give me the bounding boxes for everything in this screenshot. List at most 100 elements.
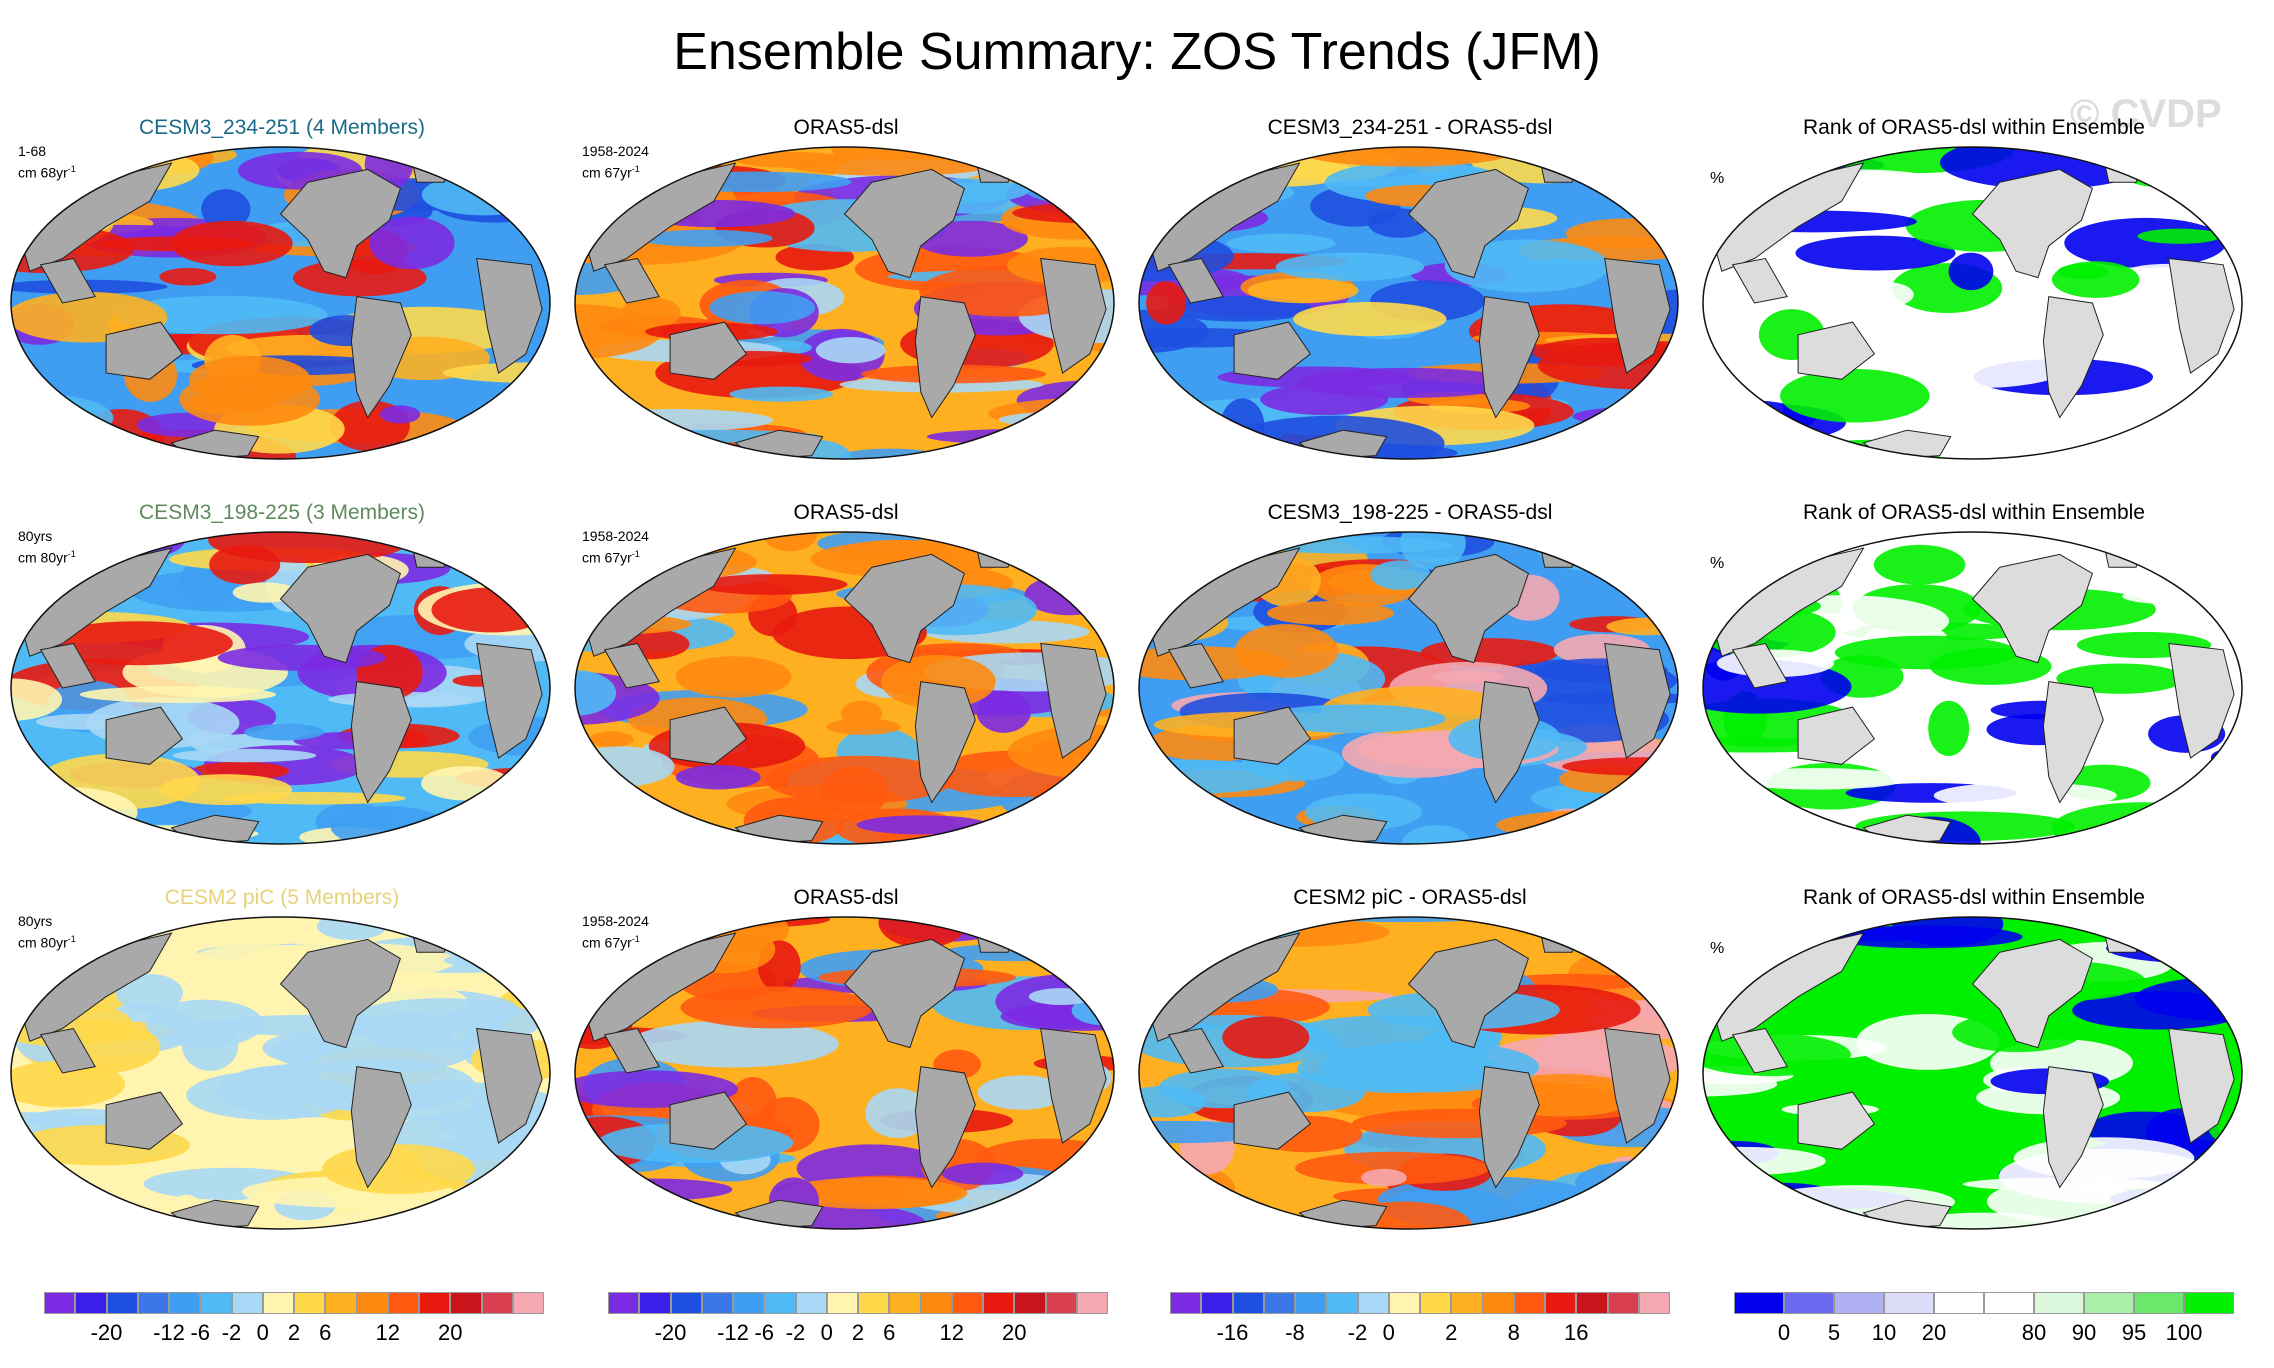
colorbar-swatch xyxy=(1734,1292,1784,1314)
colorbar-tick-label: -8 xyxy=(1285,1320,1305,1345)
panel-title: ORAS5-dsl xyxy=(793,501,899,524)
period-label: 1958-2024 xyxy=(582,528,649,544)
panel-title: CESM3_234-251 - ORAS5-dsl xyxy=(1267,116,1553,139)
map-obs xyxy=(574,916,1115,1230)
colorbar-tick-label: 12 xyxy=(375,1320,400,1345)
colorbar-tick-label: 2 xyxy=(287,1320,301,1345)
world-map xyxy=(572,144,1117,467)
colorbar-swatch xyxy=(262,1292,294,1314)
colorbar-swatch xyxy=(106,1292,138,1314)
diff-colorbar: -16 -8 -2 0 2 8 16 xyxy=(1170,1292,1670,1362)
panel-period: % xyxy=(1710,555,1724,573)
colorbar-swatch xyxy=(1263,1292,1295,1314)
colorbar-swatch xyxy=(169,1292,201,1314)
period-label: 1958-2024 xyxy=(582,143,649,159)
colorbar-tick-label: -16 xyxy=(1216,1320,1249,1345)
map-model_light xyxy=(10,531,551,845)
colorbar-tick-label: -12 xyxy=(153,1320,185,1345)
colorbar-tick-label: 5 xyxy=(1827,1320,1841,1345)
world-map xyxy=(1700,144,2245,467)
colorbar-tick-label: 0 xyxy=(1777,1320,1791,1345)
colorbar-tick-label: 20 xyxy=(438,1320,463,1345)
panel-title: CESM2 piC (5 Members) xyxy=(164,886,400,909)
colorbar-swatch xyxy=(2134,1292,2184,1314)
period-label: % xyxy=(1710,940,1725,957)
colorbar-swatch xyxy=(1784,1292,1834,1314)
colorbar-swatch xyxy=(983,1292,1015,1314)
panel-title: CESM3_234-251 (4 Members) xyxy=(139,116,425,139)
map-panel: CESM3_234-251 - ORAS5-dsl xyxy=(1136,116,1684,476)
world-map xyxy=(572,529,1117,852)
colorbar-swatch xyxy=(1576,1292,1608,1314)
map-panel: ORAS5-dsl 1958-2024 cm 67yr-1 xyxy=(572,886,1120,1246)
panel-title: CESM3_198-225 - ORAS5-dsl xyxy=(1267,501,1553,524)
colorbar-swatch xyxy=(920,1292,952,1314)
panel-title: ORAS5-dsl xyxy=(793,116,899,139)
figure-title: Ensemble Summary: ZOS Trends (JFM) xyxy=(673,23,1601,81)
colorbar-tick-label: 20 xyxy=(1002,1320,1027,1345)
colorbar-tick-label: -6 xyxy=(754,1320,775,1345)
panel-period: 1958-2024 cm 67yr-1 xyxy=(582,527,649,567)
map-obs xyxy=(574,146,1115,460)
colorbar-swatch xyxy=(1045,1292,1077,1314)
period-label: % xyxy=(1710,170,1725,187)
colorbar-swatch xyxy=(1884,1292,1934,1314)
unit-label: cm 68yr-1 xyxy=(18,164,76,181)
world-map xyxy=(1136,144,1681,467)
colorbar-swatch xyxy=(2034,1292,2084,1314)
colorbar-tick-label: 100 xyxy=(2165,1320,2203,1345)
map-panel: CESM3_198-225 - ORAS5-dsl xyxy=(1136,501,1684,861)
panel-period: 1-68 cm 68yr-1 xyxy=(18,142,76,182)
world-map xyxy=(8,529,553,852)
panel-period: % xyxy=(1710,170,1724,188)
colorbar-swatch xyxy=(1201,1292,1233,1314)
colorbar-swatch xyxy=(294,1292,326,1314)
colorbar-tick-label: -2 xyxy=(221,1320,242,1345)
map-obs xyxy=(574,531,1115,845)
colorbar-swatch xyxy=(608,1292,640,1314)
map-panel: CESM3_198-225 (3 Members) 80yrs cm 80yr-1 xyxy=(8,501,556,861)
panel-title: Rank of ORAS5-dsl within Ensemble xyxy=(1803,501,2145,524)
unit-label: cm 67yr-1 xyxy=(582,164,640,181)
colorbar-swatch xyxy=(1607,1292,1639,1314)
colorbar-tick-label: -2 xyxy=(785,1320,806,1345)
unit-label: cm 80yr-1 xyxy=(18,549,76,566)
period-label: 80yrs xyxy=(18,528,53,544)
unit-label: cm 80yr-1 xyxy=(18,934,76,951)
colorbar-swatch xyxy=(889,1292,921,1314)
map-panel: Rank of ORAS5-dsl within Ensemble% xyxy=(1700,116,2248,476)
colorbar-swatch xyxy=(200,1292,232,1314)
panel-period: % xyxy=(1710,940,1724,958)
colorbar-swatch xyxy=(44,1292,76,1314)
world-map xyxy=(1136,914,1681,1237)
world-map xyxy=(1700,529,2245,852)
colorbar-swatch xyxy=(1834,1292,1884,1314)
panel-title: ORAS5-dsl xyxy=(793,886,899,909)
panel-title: Rank of ORAS5-dsl within Ensemble xyxy=(1803,116,2145,139)
colorbar-swatch xyxy=(639,1292,671,1314)
colorbar-tick-label: 0 xyxy=(1382,1320,1395,1345)
colorbar-tick-label: 6 xyxy=(883,1320,896,1345)
colorbar-swatch xyxy=(858,1292,890,1314)
colorbar-swatch xyxy=(1232,1292,1264,1314)
colorbar-swatch xyxy=(701,1292,733,1314)
cvdp-watermark: © CVDP xyxy=(2070,92,2222,136)
period-label: 1958-2024 xyxy=(582,913,649,929)
colorbar-swatch xyxy=(764,1292,796,1314)
world-map xyxy=(8,144,553,467)
colorbar-tick-label: 6 xyxy=(319,1320,332,1345)
colorbar-swatch xyxy=(670,1292,702,1314)
panel-period: 1958-2024 cm 67yr-1 xyxy=(582,912,649,952)
colorbar-tick-label: 0 xyxy=(820,1320,833,1345)
colorbar-swatch xyxy=(2184,1292,2234,1314)
colorbar-swatch xyxy=(1984,1292,2034,1314)
colorbar-tick-label: 90 xyxy=(2071,1320,2097,1345)
colorbar-swatch xyxy=(387,1292,419,1314)
colorbar-tick-label: 20 xyxy=(1921,1320,1947,1345)
period-label: 80yrs xyxy=(18,913,53,929)
map-panel: CESM2 piC (5 Members) 80yrs cm 80yr-1 xyxy=(8,886,556,1246)
colorbar-tick-label: -6 xyxy=(190,1320,211,1345)
map-diff_blue xyxy=(1138,146,1679,460)
colorbar-swatch xyxy=(1076,1292,1108,1314)
map-diff_mixed xyxy=(1138,531,1679,845)
